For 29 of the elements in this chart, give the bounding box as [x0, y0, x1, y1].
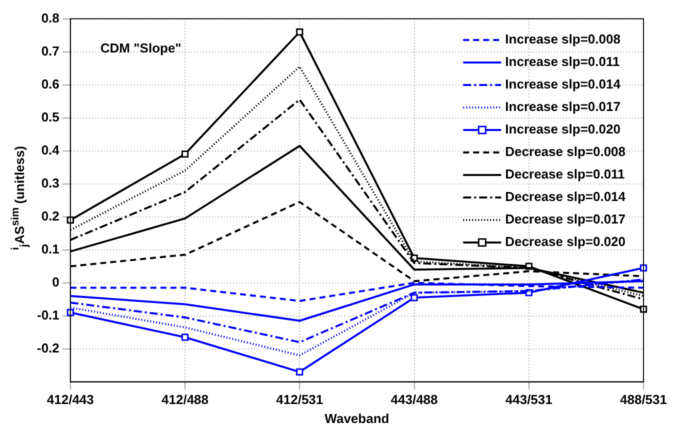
legend-label: Decrease slp=0.020: [505, 234, 626, 250]
legend-label: Increase slp=0.017: [505, 99, 620, 114]
legend-label: Increase slp=0.014: [505, 76, 622, 92]
y-tick-label: 0.5: [41, 109, 60, 124]
x-tick-label: 412/488: [162, 392, 209, 408]
y-tick-label: -0.1: [36, 307, 60, 322]
legend-label: Increase slp=0.011: [505, 54, 620, 70]
y-tick-label: 0.6: [41, 76, 60, 92]
legend-label: Decrease slp=0.011: [505, 166, 625, 182]
x-tick-label: 412/443: [46, 392, 94, 408]
x-tick-label: 443/531: [505, 392, 552, 408]
y-tick-label: 0.8: [41, 10, 60, 26]
x-tick-label: 488/531: [620, 392, 668, 408]
y-tick-label: 0: [52, 274, 60, 290]
y-tick-label: 0.2: [41, 208, 60, 224]
legend-label: Decrease slp=0.008: [505, 144, 626, 160]
x-tick-label: 443/488: [390, 392, 438, 408]
legend-label: Decrease slp=0.014: [505, 189, 626, 204]
annotation: CDM "Slope": [100, 40, 182, 56]
x-axis-title: Waveband: [324, 410, 390, 426]
y-tick-label: 0.1: [41, 241, 60, 256]
y-tick-label: 0.4: [41, 142, 60, 158]
legend-label: Increase slp=0.008: [505, 32, 620, 47]
y-tick-label: 0.7: [41, 43, 60, 58]
legend-label: Decrease slp=0.017: [505, 212, 626, 227]
y-tick-label: -0.2: [36, 340, 60, 356]
y-tick-label: 0.3: [41, 175, 60, 190]
x-tick-label: 412/531: [276, 392, 324, 408]
legend-label: Increase slp=0.020: [505, 122, 620, 137]
